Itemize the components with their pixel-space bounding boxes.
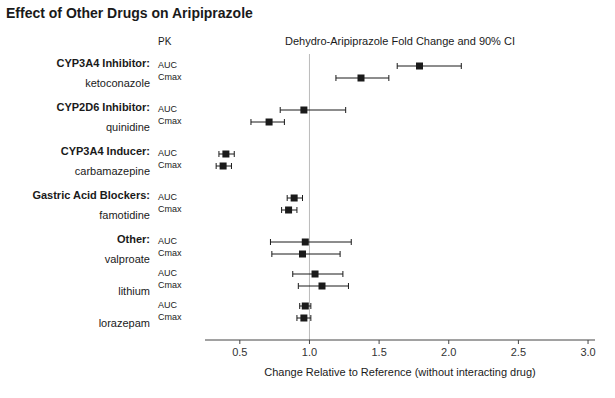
error-bar — [397, 63, 461, 69]
tick-label: 2.5 — [511, 346, 526, 358]
tick — [448, 340, 449, 344]
subtitle: Dehydro-Aripiprazole Fold Change and 90%… — [285, 35, 515, 47]
error-bar — [336, 75, 389, 81]
point — [220, 163, 227, 170]
point — [300, 107, 307, 114]
title: Effect of Other Drugs on Aripiprazole — [6, 5, 253, 21]
series-label: Cmax — [158, 248, 182, 258]
point — [319, 283, 326, 290]
group-header: Other: — [117, 233, 150, 245]
series-label: Cmax — [158, 160, 182, 170]
error-bar — [219, 151, 234, 157]
category-label: valproate — [105, 253, 150, 265]
series-label: Cmax — [158, 72, 182, 82]
error-bar — [216, 163, 231, 169]
point — [302, 303, 309, 310]
point — [266, 119, 273, 126]
tick — [379, 340, 380, 344]
column-header: PK — [158, 36, 172, 47]
point — [312, 271, 319, 278]
category-label: famotidine — [99, 209, 150, 221]
chart: Effect of Other Drugs on Aripiprazole PK D… — [0, 0, 615, 398]
series-label: Cmax — [158, 312, 182, 322]
error-bar — [300, 303, 311, 309]
series-label: AUC — [158, 268, 178, 278]
tick — [518, 340, 519, 344]
error-bar — [282, 207, 297, 213]
axis-line — [205, 340, 595, 341]
series-label: Cmax — [158, 116, 182, 126]
reference-line — [309, 54, 310, 340]
series-label: Cmax — [158, 204, 182, 214]
category-label: lorazepam — [99, 317, 150, 329]
error-bar — [298, 283, 348, 289]
error-bar — [287, 195, 302, 201]
category-label: lithium — [118, 285, 150, 297]
category-label: quinidine — [106, 121, 150, 133]
error-bar — [251, 119, 284, 125]
x-axis: 0.5 1.0 1.5 2.0 2.5 3.0 — [205, 340, 596, 358]
series-label: AUC — [158, 148, 178, 158]
point — [291, 195, 298, 202]
series-label: AUC — [158, 60, 178, 70]
tick — [309, 340, 310, 344]
group-header: CYP2D6 Inhibitor: — [56, 101, 150, 113]
group-header: CYP3A4 Inhibitor: — [56, 57, 150, 69]
series-label: AUC — [158, 104, 178, 114]
tick-label: 1.5 — [371, 346, 386, 358]
point — [222, 151, 229, 158]
series-label: Cmax — [158, 280, 182, 290]
category-label: ketoconazole — [85, 77, 150, 89]
tick-label: 2.0 — [441, 346, 456, 358]
point — [299, 251, 306, 258]
point — [416, 63, 423, 70]
tick-label: 3.0 — [580, 346, 595, 358]
error-bar — [270, 239, 351, 245]
error-bar — [272, 251, 340, 257]
error-bar — [293, 271, 343, 277]
point — [302, 239, 309, 246]
series-label: AUC — [158, 300, 178, 310]
series-label: AUC — [158, 236, 178, 246]
group-header: CYP3A4 Inducer: — [61, 145, 150, 157]
error-bar — [280, 107, 345, 113]
group-header: Gastric Acid Blockers: — [32, 189, 150, 201]
point — [285, 207, 292, 214]
series-label: AUC — [158, 192, 178, 202]
tick — [239, 340, 240, 344]
category-label: carbamazepine — [75, 165, 150, 177]
marks — [216, 63, 461, 322]
point — [300, 315, 307, 322]
point — [358, 75, 365, 82]
tick — [588, 340, 589, 344]
tick-label: 0.5 — [232, 346, 247, 358]
row-labels: CYP3A4 Inhibitor: ketoconazole AUC Cmax CYP2… — [32, 57, 182, 329]
x-axis-label: Change Relative to Reference (without in… — [264, 366, 535, 378]
tick-label: 1.0 — [302, 346, 317, 358]
error-bar — [297, 315, 311, 321]
